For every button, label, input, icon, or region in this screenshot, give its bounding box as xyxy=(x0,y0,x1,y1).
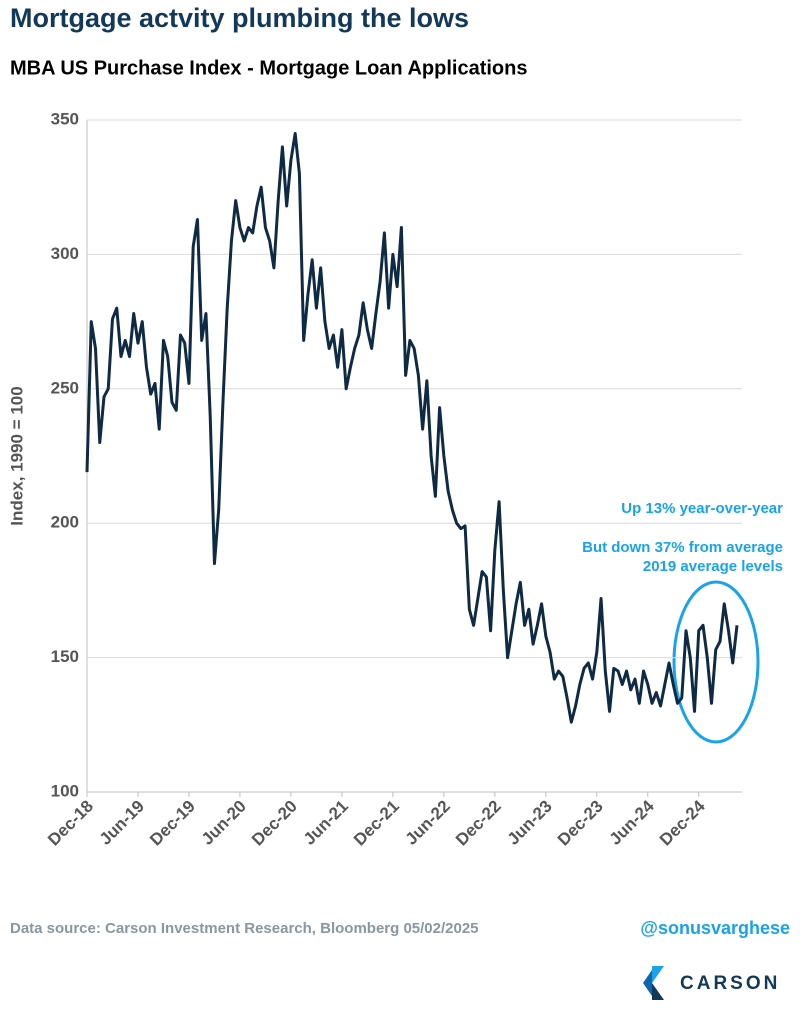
y-tick-label: 150 xyxy=(51,647,79,666)
x-tick-label: Dec-18 xyxy=(44,797,97,850)
chart-title: Mortgage actvity plumbing the lows xyxy=(10,3,469,33)
annotation: Up 13% year-over-year xyxy=(621,500,783,517)
y-tick-label: 300 xyxy=(51,244,79,263)
x-tick-label: Dec-21 xyxy=(350,797,403,850)
chart-subtitle: MBA US Purchase Index - Mortgage Loan Ap… xyxy=(10,57,527,79)
y-tick-label: 250 xyxy=(51,378,79,397)
y-tick-label: 350 xyxy=(51,109,79,128)
x-tick-label: Dec-20 xyxy=(248,797,301,850)
x-tick-label: Jun-21 xyxy=(300,797,352,849)
annotation: 2019 average levels xyxy=(643,558,783,575)
handle: @sonusvarghese xyxy=(640,918,790,938)
source: Data source: Carson Investment Research,… xyxy=(10,920,479,937)
x-tick-label: Dec-22 xyxy=(452,797,505,850)
y-tick-label: 100 xyxy=(51,781,79,800)
logo-icon xyxy=(643,966,664,1000)
x-tick-label: Jun-24 xyxy=(606,796,659,849)
series-line xyxy=(85,131,739,724)
x-tick-label: Jun-19 xyxy=(96,797,148,849)
highlight-ellipse xyxy=(672,580,760,744)
x-tick-label: Dec-24 xyxy=(656,796,709,849)
x-tick-label: Dec-19 xyxy=(146,797,199,850)
logo-text: CARSON xyxy=(680,973,780,994)
x-tick-label: Jun-22 xyxy=(402,797,454,849)
x-tick-label: Jun-23 xyxy=(504,797,556,849)
x-tick-label: Jun-20 xyxy=(198,797,250,849)
y-axis-label: Index, 1990 = 100 xyxy=(7,386,26,525)
y-tick-label: 200 xyxy=(51,513,79,532)
annotation: But down 37% from average xyxy=(582,539,783,556)
x-tick-label: Dec-23 xyxy=(554,797,607,850)
